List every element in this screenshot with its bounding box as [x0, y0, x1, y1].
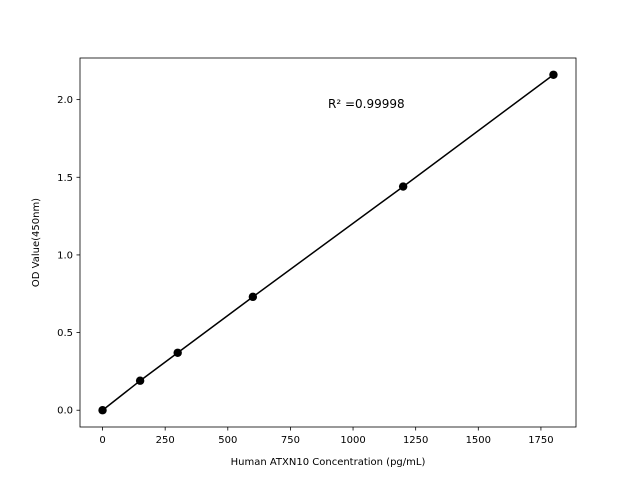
x-tick-label: 500 [218, 435, 237, 446]
data-point [549, 70, 558, 79]
y-tick-label: 2.0 [57, 95, 73, 106]
data-point [135, 376, 145, 385]
data-point [398, 182, 408, 191]
annotation: R² =0.99998 [328, 97, 405, 111]
y-tick-label: 1.5 [57, 173, 73, 184]
data-point [248, 292, 258, 302]
plot-frame [79, 57, 577, 428]
x-tick-label: 750 [281, 435, 300, 446]
data-point [173, 348, 182, 357]
y-tick-label: 1.0 [57, 250, 73, 261]
data-point [98, 406, 107, 415]
x-tick-label: 1500 [466, 435, 491, 446]
x-tick-label: 1000 [340, 435, 365, 446]
x-tick-label: 1750 [528, 435, 553, 446]
x-axis-label: Human ATXN10 Concentration (pg/mL) [231, 457, 426, 468]
y-tick-label: 0.5 [57, 328, 73, 339]
y-tick-label: 0.0 [57, 406, 73, 417]
data-line [102, 74, 554, 411]
x-tick-label: 1250 [403, 435, 428, 446]
y-axis-label: OD Value(450nm) [31, 198, 42, 287]
x-tick-label: 250 [156, 435, 175, 446]
x-tick-label: 0 [99, 435, 105, 446]
